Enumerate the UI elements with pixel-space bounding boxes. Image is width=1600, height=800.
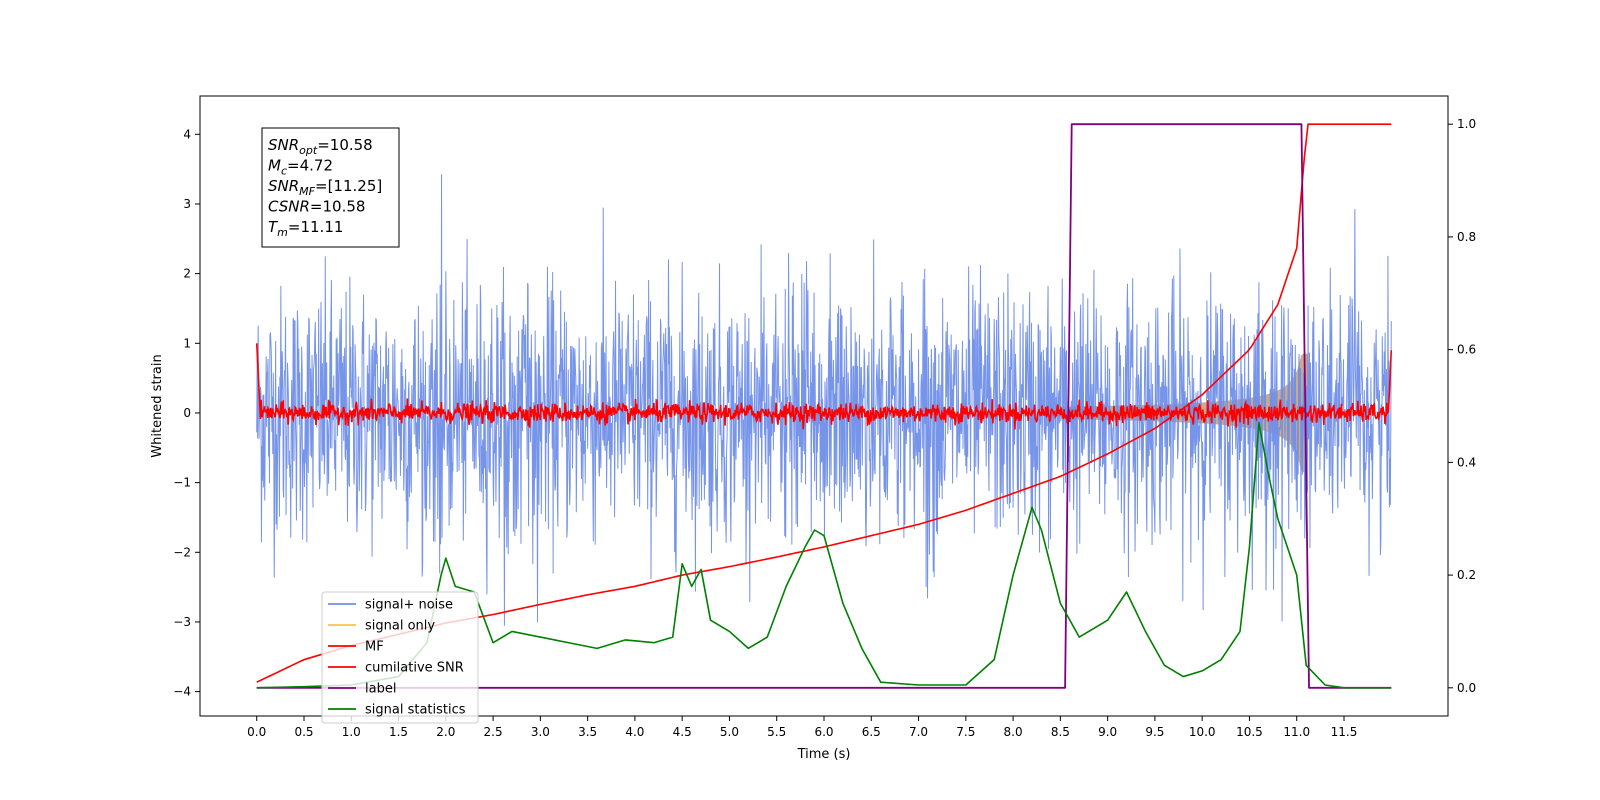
x-tick-label: 4.5 — [673, 725, 692, 739]
series-signal-statistics — [256, 422, 1392, 689]
y-tick-label-left: 3 — [183, 197, 191, 211]
y-tick-label-left: −4 — [173, 685, 191, 699]
x-tick-label: 7.0 — [909, 725, 928, 739]
y-tick-label-right: 0.2 — [1457, 568, 1476, 582]
x-tick-label: 6.5 — [862, 725, 881, 739]
y-tick-label-left: −3 — [173, 615, 191, 629]
x-tick-label: 2.5 — [484, 725, 503, 739]
y-tick-label-left: 4 — [183, 127, 191, 141]
x-tick-label: 11.5 — [1331, 725, 1358, 739]
y-tick-label-left: 0 — [183, 406, 191, 420]
series-mf — [255, 343, 1393, 430]
x-tick-label: 3.5 — [578, 725, 597, 739]
info-box-line: SNRopt=10.58 — [268, 136, 373, 157]
x-tick-label: 0.0 — [247, 725, 266, 739]
x-tick-label: 10.0 — [1189, 725, 1216, 739]
x-tick-label: 5.0 — [720, 725, 739, 739]
legend-entry: MF — [365, 640, 384, 655]
x-tick-label: 0.5 — [294, 725, 313, 739]
legend-entry: cumilative SNR — [365, 661, 464, 676]
info-box: SNRopt=10.58Mc=4.72SNRMF=[11.25]CSNR=10.… — [261, 127, 400, 248]
y-axis-label: Whitened strain — [150, 354, 165, 457]
x-tick-label: 4.0 — [625, 725, 644, 739]
y-tick-label-right: 1.0 — [1457, 117, 1476, 131]
legend-entry: signal only — [365, 619, 435, 634]
y-tick-label-right: 0.6 — [1457, 343, 1476, 357]
info-box-line: CSNR=10.58 — [268, 198, 365, 216]
x-tick-label: 6.0 — [814, 725, 833, 739]
x-tick-label: 1.5 — [389, 725, 408, 739]
y-tick-label-right: 0.8 — [1457, 230, 1476, 244]
legend: signal+ noise signal only MF cumilative SNR… — [321, 591, 479, 724]
y-tick-label-left: 1 — [183, 336, 191, 350]
info-box-line: Tm=11.11 — [268, 218, 343, 239]
x-tick-label: 2.0 — [436, 725, 455, 739]
x-tick-label: 9.0 — [1098, 725, 1117, 739]
legend-frame — [321, 591, 479, 724]
y-tick-label-right: 0.0 — [1457, 681, 1476, 695]
x-tick-label: 1.0 — [342, 725, 361, 739]
legend-entry: signal statistics — [365, 703, 466, 718]
y-tick-label-right: 0.4 — [1457, 455, 1476, 469]
series-signal-noise — [256, 174, 1392, 626]
x-tick-label: 7.5 — [956, 725, 975, 739]
legend-entry: label — [365, 682, 396, 697]
x-axis-label: Time (s) — [797, 747, 851, 762]
y-tick-label-left: 2 — [183, 267, 191, 281]
info-box-line: Mc=4.72 — [268, 157, 333, 178]
x-tick-label: 9.5 — [1145, 725, 1164, 739]
x-tick-label: 10.5 — [1236, 725, 1263, 739]
y-tick-label-left: −1 — [173, 476, 191, 490]
x-tick-label: 11.0 — [1283, 725, 1310, 739]
x-tick-label: 3.0 — [531, 725, 550, 739]
x-tick-label: 5.5 — [767, 725, 786, 739]
legend-entry: signal+ noise — [365, 598, 453, 613]
info-box-line: SNRMF=[11.25] — [268, 177, 382, 198]
x-tick-label: 8.5 — [1051, 725, 1070, 739]
y-tick-label-left: −2 — [173, 545, 191, 559]
info-box-frame — [261, 127, 400, 248]
x-tick-label: 8.0 — [1004, 725, 1023, 739]
series-label — [256, 123, 1392, 689]
